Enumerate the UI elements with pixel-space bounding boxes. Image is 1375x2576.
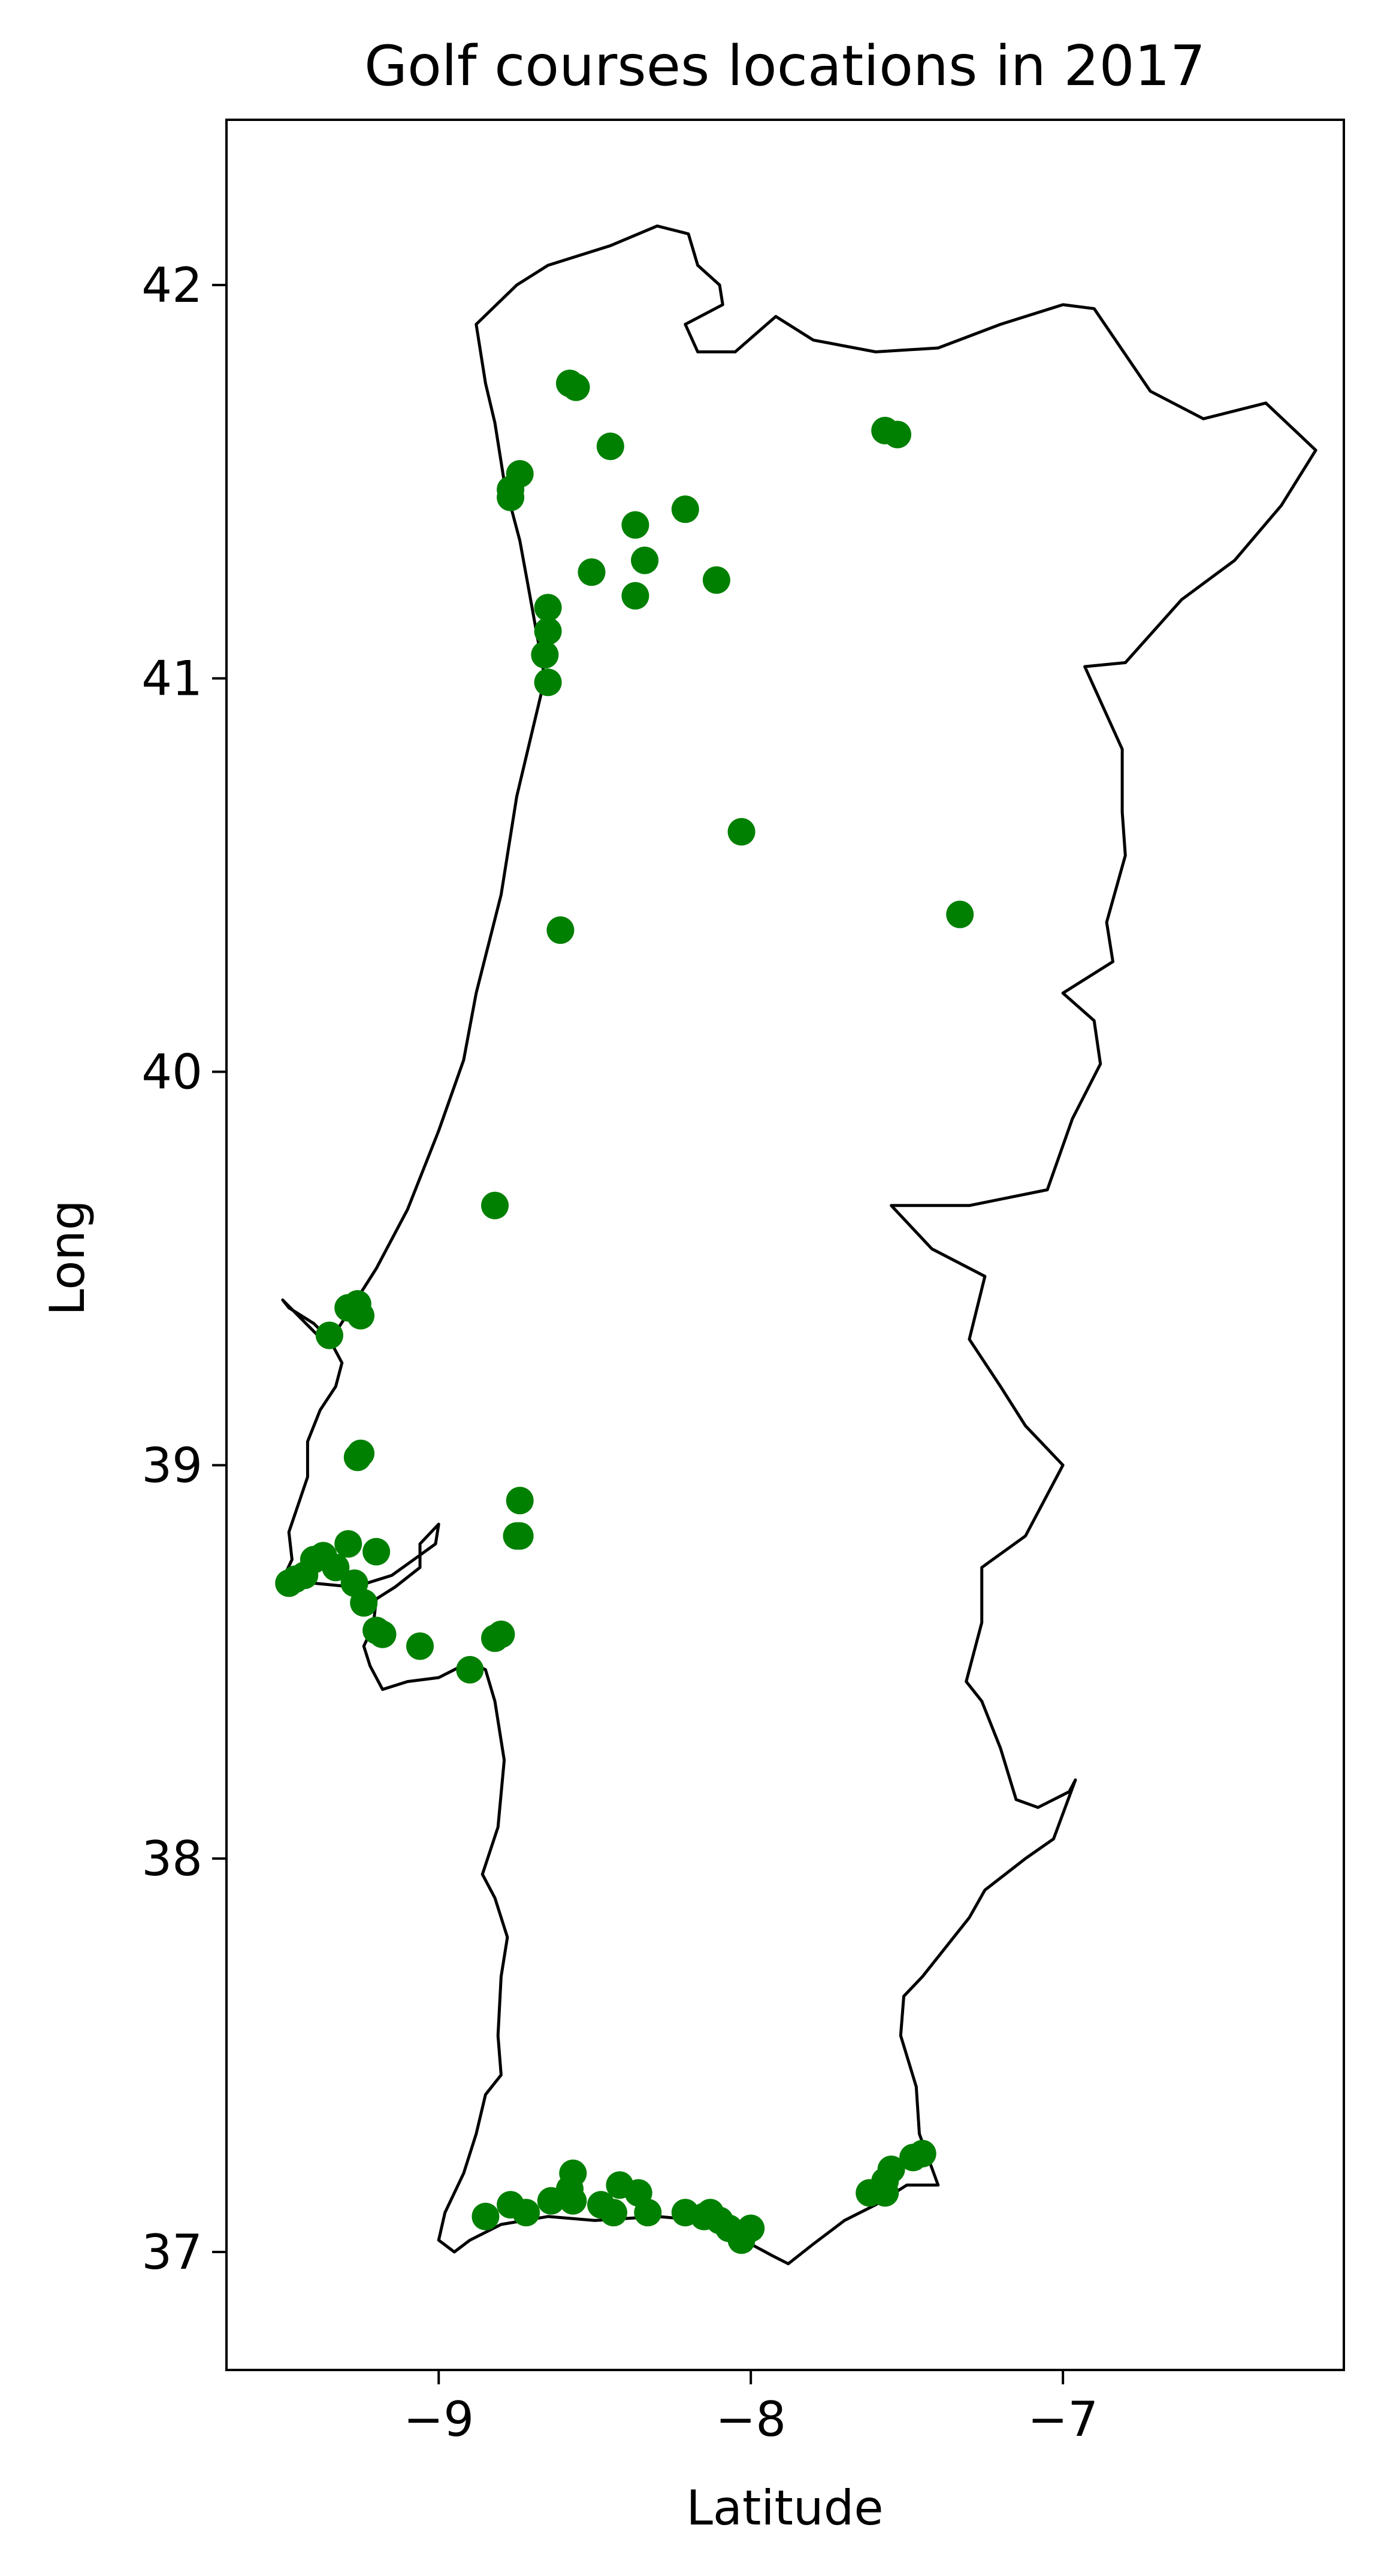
golf-course-point <box>702 566 730 594</box>
y-tick-label: 38 <box>141 1831 203 1887</box>
y-tick-label: 40 <box>141 1045 203 1100</box>
golf-course-point <box>406 1632 434 1660</box>
golf-course-point <box>671 495 699 523</box>
golf-course-point <box>531 641 559 669</box>
golf-course-point <box>315 1321 343 1349</box>
golf-course-point <box>275 1569 303 1597</box>
golf-course-point <box>871 2179 899 2207</box>
golf-course-point <box>634 2199 662 2227</box>
golf-course-point <box>631 546 659 574</box>
chart-title: Golf courses locations in 2017 <box>364 34 1205 98</box>
plot-frame <box>225 119 1345 2371</box>
golf-course-point <box>899 2144 927 2172</box>
y-tick-label: 39 <box>141 1437 203 1493</box>
golf-course-point <box>481 1191 509 1219</box>
x-tick-label: −9 <box>403 2392 474 2447</box>
golf-course-point <box>456 1655 484 1684</box>
golf-course-point <box>322 1554 350 1582</box>
golf-course-point <box>506 1487 534 1515</box>
golf-course-point <box>512 2199 540 2227</box>
golf-course-point <box>362 1537 391 1566</box>
y-tick-label: 37 <box>141 2224 203 2280</box>
golf-course-point <box>884 420 911 449</box>
golf-course-point <box>621 582 649 610</box>
golf-course-point <box>534 668 562 697</box>
y-tick-label: 42 <box>141 258 203 313</box>
golf-course-point <box>537 2187 565 2215</box>
golf-course-point <box>368 1620 397 1648</box>
golf-course-point <box>534 594 562 622</box>
golf-course-point <box>350 1589 378 1617</box>
y-tick-label: 41 <box>141 651 203 707</box>
x-axis-ticks: −9 −8 −7 <box>403 2370 1098 2447</box>
golf-course-point <box>472 2202 500 2230</box>
y-axis-ticks: 37 38 39 40 41 42 <box>141 258 226 2280</box>
golf-course-point <box>534 617 562 645</box>
golf-course-point <box>559 2187 587 2215</box>
golf-course-point <box>546 916 575 944</box>
golf-course-point <box>334 1530 362 1558</box>
golf-course-point <box>497 483 525 511</box>
x-tick-label: −8 <box>715 2392 786 2447</box>
golf-course-point <box>727 818 756 846</box>
y-axis-label: Long <box>40 1200 95 1316</box>
golf-course-point <box>347 1301 374 1330</box>
golf-course-point <box>506 1522 534 1550</box>
x-tick-label: −7 <box>1028 2392 1098 2447</box>
golf-course-point <box>343 1443 371 1472</box>
golf-course-point <box>562 373 590 401</box>
golf-course-point <box>481 1624 509 1652</box>
golf-course-point <box>578 558 606 586</box>
golf-course-point <box>946 900 974 928</box>
golf-course-point <box>727 2226 756 2254</box>
x-axis-label: Latitude <box>686 2480 883 2536</box>
golf-course-point <box>621 511 649 539</box>
golf-course-points <box>275 370 974 2254</box>
golf-course-point <box>600 2199 627 2227</box>
golf-course-point <box>596 432 624 461</box>
